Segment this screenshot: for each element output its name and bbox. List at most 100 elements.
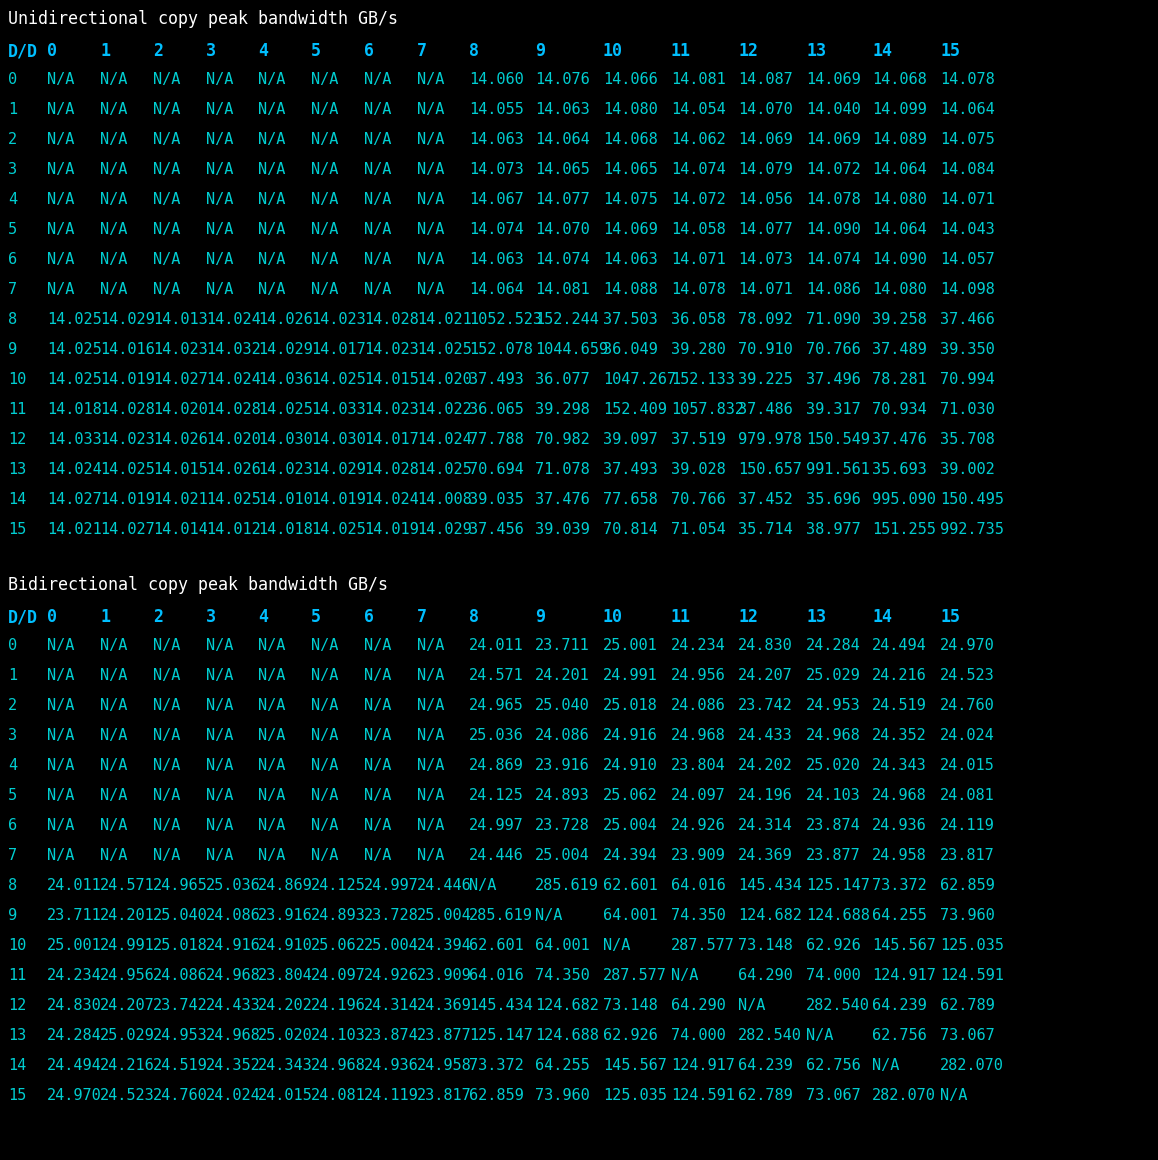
Text: 3: 3 [8,728,17,744]
Text: 7: 7 [8,282,17,297]
Text: 23.874: 23.874 [806,818,860,833]
Text: 14.069: 14.069 [603,222,658,237]
Text: 24.011: 24.011 [47,878,102,893]
Text: N/A: N/A [47,282,74,297]
Text: 14.084: 14.084 [940,162,995,177]
Text: 39.298: 39.298 [535,403,589,416]
Text: 35.693: 35.693 [872,462,926,477]
Text: 39.225: 39.225 [738,372,793,387]
Text: N/A: N/A [100,757,127,773]
Text: N/A: N/A [153,818,181,833]
Text: N/A: N/A [100,193,127,206]
Text: 70.982: 70.982 [535,432,589,447]
Text: N/A: N/A [258,698,285,713]
Text: 4: 4 [8,757,17,773]
Text: 14.080: 14.080 [872,193,926,206]
Text: 14.081: 14.081 [670,72,726,87]
Text: N/A: N/A [206,818,234,833]
Text: N/A: N/A [258,668,285,683]
Text: 14.063: 14.063 [469,132,523,147]
Text: 24.968: 24.968 [206,967,261,983]
Text: 150.495: 150.495 [940,492,1004,507]
Text: 24.202: 24.202 [258,998,313,1013]
Text: 24.202: 24.202 [738,757,793,773]
Text: 24.343: 24.343 [258,1058,313,1073]
Text: N/A: N/A [364,282,391,297]
Text: 24.086: 24.086 [206,908,261,923]
Text: 14.010: 14.010 [258,492,313,507]
Text: 14.025: 14.025 [47,372,102,387]
Text: 14.088: 14.088 [603,282,658,297]
Text: 14.025: 14.025 [47,312,102,327]
Text: N/A: N/A [940,1088,967,1103]
Text: 14.024: 14.024 [417,432,471,447]
Text: 124.682: 124.682 [738,908,801,923]
Text: 14.072: 14.072 [670,193,726,206]
Text: 24.965: 24.965 [469,698,523,713]
Text: N/A: N/A [100,132,127,147]
Text: 145.434: 145.434 [469,998,533,1013]
Text: N/A: N/A [258,638,285,653]
Text: 14.025: 14.025 [206,492,261,507]
Text: 73.148: 73.148 [603,998,658,1013]
Text: 14.065: 14.065 [535,162,589,177]
Text: 62.789: 62.789 [940,998,995,1013]
Text: N/A: N/A [206,193,234,206]
Text: N/A: N/A [417,638,445,653]
Text: 24.956: 24.956 [670,668,726,683]
Text: N/A: N/A [100,282,127,297]
Text: 282.070: 282.070 [940,1058,1004,1073]
Text: 24.956: 24.956 [100,967,155,983]
Text: N/A: N/A [206,102,234,117]
Text: 24.125: 24.125 [469,788,523,803]
Text: 14.016: 14.016 [100,342,155,357]
Text: 14.022: 14.022 [417,403,471,416]
Text: 77.788: 77.788 [469,432,523,447]
Text: 24.369: 24.369 [738,848,793,863]
Text: N/A: N/A [206,132,234,147]
Text: 14: 14 [8,1058,27,1073]
Text: N/A: N/A [312,848,338,863]
Text: 14.020: 14.020 [206,432,261,447]
Text: 36.058: 36.058 [670,312,726,327]
Text: 24.494: 24.494 [47,1058,102,1073]
Text: 14.028: 14.028 [364,312,419,327]
Text: 35.708: 35.708 [940,432,995,447]
Text: N/A: N/A [47,193,74,206]
Text: 7: 7 [8,848,17,863]
Text: 14.025: 14.025 [312,372,366,387]
Text: 25.004: 25.004 [603,818,658,833]
Text: 24.125: 24.125 [312,878,366,893]
Text: 64.239: 64.239 [738,1058,793,1073]
Text: 14.021: 14.021 [47,522,102,537]
Text: 23.804: 23.804 [670,757,726,773]
Text: N/A: N/A [670,967,698,983]
Text: 37.519: 37.519 [670,432,726,447]
Text: 24.015: 24.015 [940,757,995,773]
Text: 64.001: 64.001 [603,908,658,923]
Text: 15: 15 [8,1088,27,1103]
Text: 24.314: 24.314 [738,818,793,833]
Text: 14.064: 14.064 [872,222,926,237]
Text: 14.026: 14.026 [258,312,313,327]
Text: 25.018: 25.018 [153,938,207,954]
Text: N/A: N/A [100,668,127,683]
Text: 10: 10 [603,42,623,60]
Text: 13: 13 [8,462,27,477]
Text: 8: 8 [8,312,17,327]
Text: 14.062: 14.062 [670,132,726,147]
Text: 24.207: 24.207 [738,668,793,683]
Text: N/A: N/A [364,222,391,237]
Text: 14.028: 14.028 [100,403,155,416]
Text: 0: 0 [8,638,17,653]
Text: N/A: N/A [47,638,74,653]
Text: N/A: N/A [312,728,338,744]
Text: N/A: N/A [258,102,285,117]
Text: 14.055: 14.055 [469,102,523,117]
Text: 24.234: 24.234 [670,638,726,653]
Text: N/A: N/A [100,788,127,803]
Text: 37.493: 37.493 [469,372,523,387]
Text: 24.965: 24.965 [153,878,207,893]
Text: 24.910: 24.910 [603,757,658,773]
Text: 24.369: 24.369 [417,998,471,1013]
